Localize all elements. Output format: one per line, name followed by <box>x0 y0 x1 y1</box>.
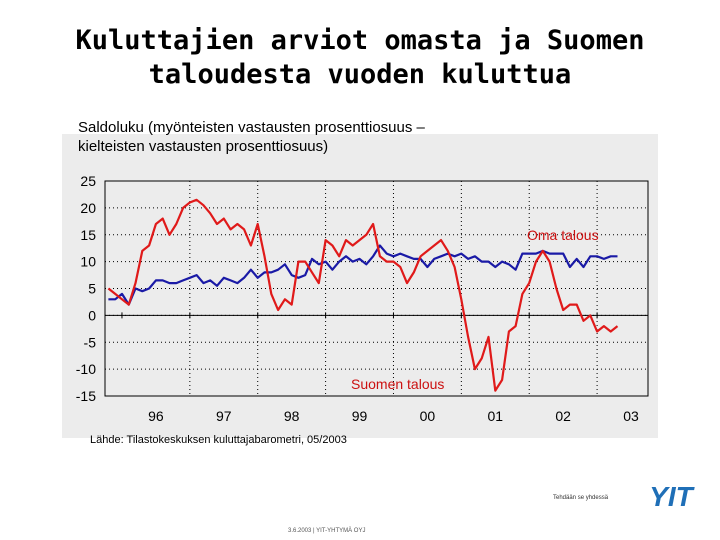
suomen-talous-line <box>107 198 619 392</box>
company-tagline: Tehdään se yhdessä <box>553 495 609 501</box>
slide-footer: 3.6.2003 | YIT-YHTYMÄ OYJ <box>288 528 366 534</box>
yit-logo: YIT <box>649 481 695 511</box>
x-tick-label: 01 <box>487 408 503 424</box>
y-tick-label: 20 <box>80 200 96 216</box>
yit-logo-text: YIT <box>649 481 695 511</box>
chart-subtitle-line-1: Saldoluku (myönteisten vastausten prosen… <box>78 119 425 136</box>
y-tick-label: 25 <box>80 173 96 189</box>
y-tick-label: 0 <box>88 307 96 323</box>
slide-title-line-2: taloudesta vuoden kuluttua <box>148 59 572 90</box>
x-tick-label: 99 <box>352 408 368 424</box>
y-tick-label: -5 <box>84 334 97 350</box>
x-tick-label: 97 <box>216 408 232 424</box>
slide-title-line-1: Kuluttajien arviot omasta ja Suomen <box>75 25 645 56</box>
slide-title: Kuluttajien arviot omasta ja Suomen talo… <box>0 24 720 92</box>
y-tick-label: 5 <box>88 281 96 297</box>
y-tick-label: 10 <box>80 254 96 270</box>
oma-talous-label: Oma talous <box>527 227 599 243</box>
x-tick-label: 98 <box>284 408 300 424</box>
y-tick-label: -15 <box>76 388 96 404</box>
plot-frame <box>104 180 649 397</box>
suomen-talous-label: Suomen talous <box>351 376 444 392</box>
x-tick-label: 02 <box>555 408 571 424</box>
source-note: Lähde: Tilastokeskuksen kuluttajabaromet… <box>90 434 347 446</box>
chart-subtitle-line-2: kielteisten vastausten prosenttiosuus) <box>78 138 329 155</box>
x-tick-label: 03 <box>623 408 639 424</box>
chart-panel <box>62 134 658 438</box>
y-tick-label: -10 <box>76 361 96 377</box>
oma-talous-line <box>108 244 618 306</box>
x-tick-label: 96 <box>148 408 164 424</box>
x-tick-label: 00 <box>420 408 436 424</box>
y-tick-label: 15 <box>80 227 96 243</box>
chart-subtitle: Saldoluku (myönteisten vastausten prosen… <box>78 118 638 156</box>
